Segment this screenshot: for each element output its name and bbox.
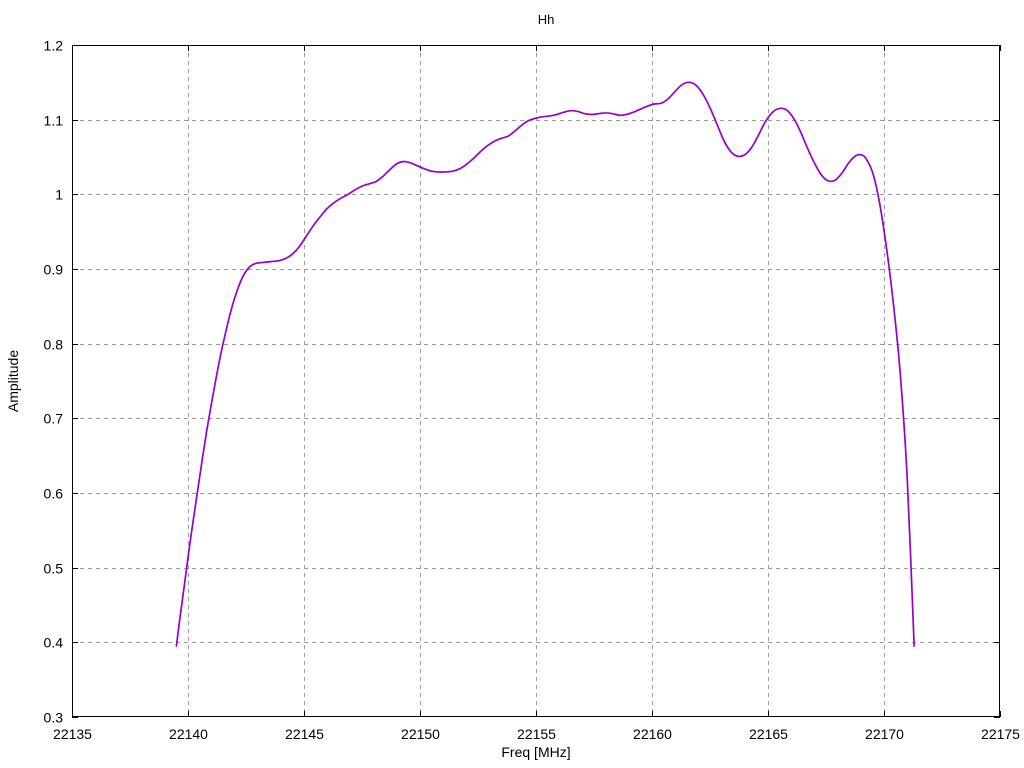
x-tick-label: 22160 xyxy=(633,726,672,742)
y-axis-title: Amplitude xyxy=(5,350,21,412)
y-tick-label: 1 xyxy=(55,187,63,203)
x-tick-label: 22165 xyxy=(749,726,788,742)
y-tick-label: 0.9 xyxy=(44,262,64,278)
x-tick-label: 22175 xyxy=(981,726,1020,742)
x-tick-label: 22155 xyxy=(517,726,556,742)
y-tick-label: 1.1 xyxy=(44,113,64,129)
y-tick-label: 0.6 xyxy=(44,486,64,502)
x-tick-label: 22140 xyxy=(169,726,208,742)
x-tick-label: 22145 xyxy=(285,726,324,742)
y-tick-label: 0.4 xyxy=(44,635,64,651)
gridlines-group xyxy=(72,45,1000,717)
y-tick-label: 0.5 xyxy=(44,561,64,577)
y-tick-label: 0.3 xyxy=(44,710,64,726)
y-tick-label: 0.7 xyxy=(44,411,64,427)
chart-title: Hh xyxy=(538,12,555,27)
y-tick-label: 1.2 xyxy=(44,38,64,54)
x-axis-tick-labels: 22135 22140 22145 22150 22155 22160 22165 22170… xyxy=(53,726,1020,742)
y-tick-label: 0.8 xyxy=(44,337,64,353)
x-tick-label: 22150 xyxy=(401,726,440,742)
x-tick-label: 22170 xyxy=(865,726,904,742)
plot-frame xyxy=(71,44,1001,718)
x-axis-title: Freq [MHz] xyxy=(501,744,570,760)
y-axis-tick-labels: 0.3 0.4 0.5 0.6 0.7 0.8 0.9 1 1.1 1.2 xyxy=(44,38,64,726)
data-series-line xyxy=(175,81,916,647)
x-tick-label: 22135 xyxy=(53,726,92,742)
